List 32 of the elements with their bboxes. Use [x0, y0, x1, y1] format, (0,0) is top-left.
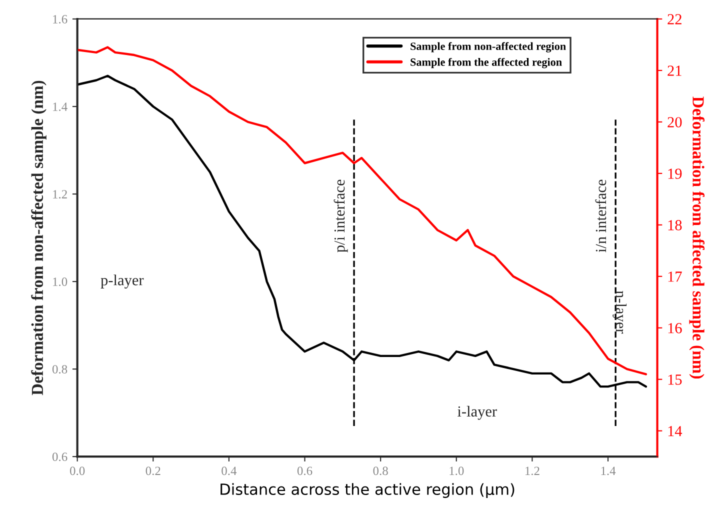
y2-tick-label: 18 — [668, 220, 682, 230]
x-tick-label: 0.4 — [222, 466, 237, 476]
y2-tick-label: 15 — [668, 374, 682, 385]
y-tick-label: 1.6 — [53, 15, 68, 24]
y2-tick-label: 19 — [668, 168, 682, 179]
y2-tick-label: 22 — [668, 14, 682, 24]
x-tick-label: 0.2 — [146, 466, 160, 476]
x-axis-title: Distance across the active region (μm) — [220, 483, 514, 498]
x-tick-label: 1.4 — [601, 466, 616, 476]
y2-axis-title: Deformation from affected sample (nm) — [689, 96, 705, 379]
y2-tick-label: 17 — [668, 272, 682, 282]
legend-label: Sample from non-affected region — [410, 42, 566, 52]
ref-line-label: p/i interface — [334, 180, 348, 252]
y-tick-label: 1.2 — [53, 190, 67, 199]
ref-line-label: i/n interface — [595, 180, 606, 252]
legend-label: Sample from the affected region — [410, 58, 562, 68]
x-tick-label: 1.2 — [525, 466, 540, 476]
x-tick-label: 0.0 — [70, 466, 85, 476]
x-tick-label: 1.0 — [450, 466, 464, 476]
y-axis-title: Deformation from non-affected sample (nm) — [31, 80, 46, 396]
y2-tick-label: 16 — [668, 323, 682, 334]
y2-tick-label: 14 — [668, 426, 682, 436]
y2-tick-label: 21 — [668, 66, 682, 76]
annotation: p-layer — [100, 274, 144, 288]
y-tick-label: 1.0 — [53, 278, 68, 286]
x-tick-label: 0.8 — [373, 466, 388, 476]
y-tick-label: 0.6 — [52, 452, 68, 462]
annotation: i-layer — [458, 406, 497, 420]
x-tick-label: 0.6 — [297, 466, 312, 476]
y-tick-label: 1.4 — [53, 102, 68, 112]
y-tick-label: 0.8 — [52, 365, 68, 374]
y2-tick-label: 20 — [668, 117, 682, 128]
